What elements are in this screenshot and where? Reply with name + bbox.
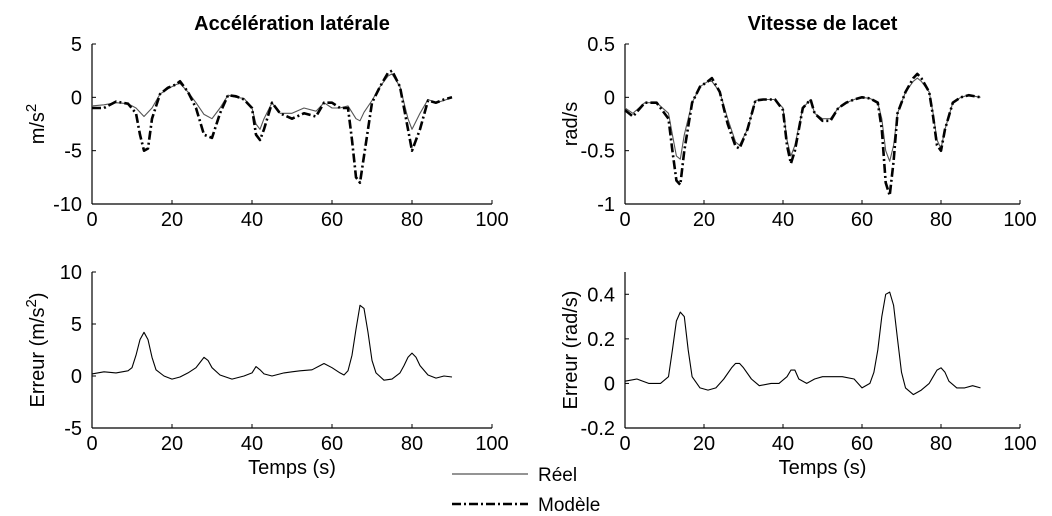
- lateral-acceleration-y-tick-label: -5: [64, 141, 82, 163]
- yaw-rate-x-tick-label: 20: [693, 209, 715, 231]
- lateral-acceleration-error-x-label: Temps (s): [248, 457, 336, 479]
- yaw-rate-error-y-tick-label: 0: [604, 373, 615, 395]
- lateral-acceleration-error-x-tick-label: 100: [475, 433, 508, 455]
- legend-label-model: Modèle: [538, 495, 600, 516]
- lateral-acceleration-error-x-tick-label: 60: [321, 433, 343, 455]
- lateral-acceleration-y-tick-label: 5: [71, 34, 82, 56]
- lateral-acceleration-x-tick-label: 0: [86, 209, 97, 231]
- lateral-acceleration-error-y-tick-label: -5: [64, 418, 82, 440]
- yaw-rate-error-y-tick-label: 0.2: [587, 329, 615, 351]
- lateral-acceleration-x-tick-label: 40: [241, 209, 263, 231]
- lateral-acceleration-error-x-tick-label: 80: [401, 433, 423, 455]
- lateral-acceleration-error-x-tick-label: 0: [86, 433, 97, 455]
- yaw-rate-error-x-label: Temps (s): [779, 457, 867, 479]
- lateral-acceleration-error-series-error: [91, 304, 453, 381]
- plot-yaw-rate: 0 20 40 60 80 100 -1 -0.5 0 0.5 Vitesse de lacet ra…: [560, 13, 1037, 231]
- yaw-rate-x-tick-label: 40: [772, 209, 794, 231]
- lateral-acceleration-y-tick-label: 0: [71, 87, 82, 109]
- yaw-rate-error-x-tick-label: 20: [693, 433, 715, 455]
- lateral-acceleration-series-model: [92, 69, 453, 184]
- yaw-rate-error-x-tick-label: 0: [619, 433, 630, 455]
- yaw-rate-error-y-label: Erreur (rad/s): [560, 291, 582, 410]
- yaw-rate-error-series-error: [624, 291, 981, 396]
- lateral-acceleration-error-y-label-superscript: 2: [23, 299, 40, 307]
- lateral-acceleration-y-label-superscript: 2: [23, 104, 40, 112]
- yaw-rate-series-model: [624, 72, 981, 197]
- plot-lateral-acceleration: 0 20 40 60 80 100 -10 -5 0 5 Accélération latérale…: [23, 13, 509, 231]
- yaw-rate-error-x-tick-label: 80: [930, 433, 952, 455]
- lateral-acceleration-y-tick-label: -10: [53, 194, 82, 216]
- lateral-acceleration-error-y-tick-label: 0: [71, 366, 82, 388]
- lateral-acceleration-y-label: m/s2: [23, 104, 49, 145]
- lateral-acceleration-title: Accélération latérale: [194, 13, 390, 35]
- legend: Réel Modèle: [452, 465, 600, 516]
- lateral-acceleration-error-y-label-text: Erreur (m/s: [27, 308, 49, 408]
- yaw-rate-error-x-tick-label: 100: [1003, 433, 1036, 455]
- yaw-rate-error-y-label-text: Erreur (rad/s): [560, 291, 582, 410]
- yaw-rate-error-x-tick-label: 40: [772, 433, 794, 455]
- yaw-rate-x-tick-label: 60: [851, 209, 873, 231]
- yaw-rate-error-x-tick-label: 60: [851, 433, 873, 455]
- lateral-acceleration-error-y-label-end: ): [27, 292, 49, 299]
- lateral-acceleration-x-tick-label: 20: [161, 209, 183, 231]
- yaw-rate-y-label: rad/s: [560, 102, 582, 146]
- yaw-rate-y-label-text: rad/s: [560, 102, 582, 146]
- yaw-rate-y-tick-label: 0: [604, 87, 615, 109]
- lateral-acceleration-x-tick-label: 80: [401, 209, 423, 231]
- lateral-acceleration-x-tick-label: 100: [475, 209, 508, 231]
- lateral-acceleration-error-y-tick-label: 5: [71, 314, 82, 336]
- legend-label-real: Réel: [538, 465, 577, 486]
- lateral-acceleration-x-tick-label: 60: [321, 209, 343, 231]
- lateral-acceleration-error-y-label: Erreur (m/s2): [23, 292, 49, 407]
- yaw-rate-title: Vitesse de lacet: [748, 13, 898, 35]
- yaw-rate-x-tick-label: 80: [930, 209, 952, 231]
- yaw-rate-y-tick-label: 0.5: [587, 34, 615, 56]
- yaw-rate-y-tick-label: -0.5: [581, 141, 615, 163]
- yaw-rate-error-y-tick-label: -0.2: [581, 418, 615, 440]
- yaw-rate-error-y-tick-label: 0.4: [587, 284, 615, 306]
- lateral-acceleration-error-y-tick-label: 10: [60, 262, 82, 284]
- yaw-rate-x-tick-label: 100: [1003, 209, 1036, 231]
- lateral-acceleration-error-x-tick-label: 40: [241, 433, 263, 455]
- yaw-rate-x-tick-label: 0: [619, 209, 630, 231]
- lateral-acceleration-y-label-text: m/s: [27, 112, 49, 144]
- lateral-acceleration-error-x-tick-label: 20: [161, 433, 183, 455]
- yaw-rate-y-tick-label: -1: [597, 194, 615, 216]
